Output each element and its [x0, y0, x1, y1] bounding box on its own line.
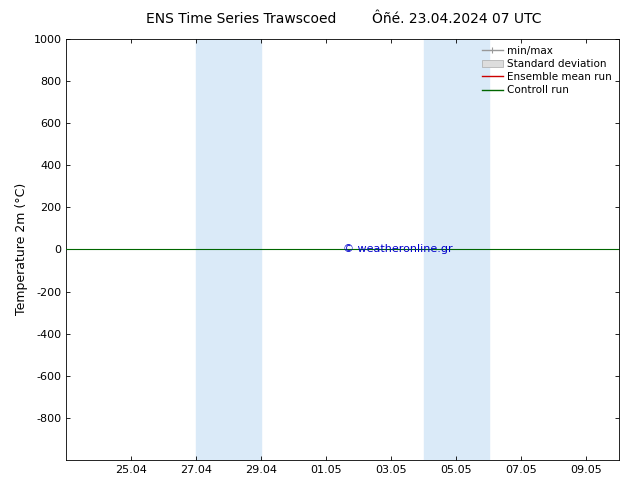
Bar: [424, 39, 489, 460]
Bar: [197, 39, 261, 460]
Text: Ôñé. 23.04.2024 07 UTC: Ôñé. 23.04.2024 07 UTC: [372, 12, 541, 26]
Text: © weatheronline.gr: © weatheronline.gr: [343, 244, 452, 254]
Text: ENS Time Series Trawscoed: ENS Time Series Trawscoed: [146, 12, 336, 26]
Legend: min/max, Standard deviation, Ensemble mean run, Controll run: min/max, Standard deviation, Ensemble me…: [478, 42, 616, 99]
Y-axis label: Temperature 2m (°C): Temperature 2m (°C): [15, 183, 28, 316]
